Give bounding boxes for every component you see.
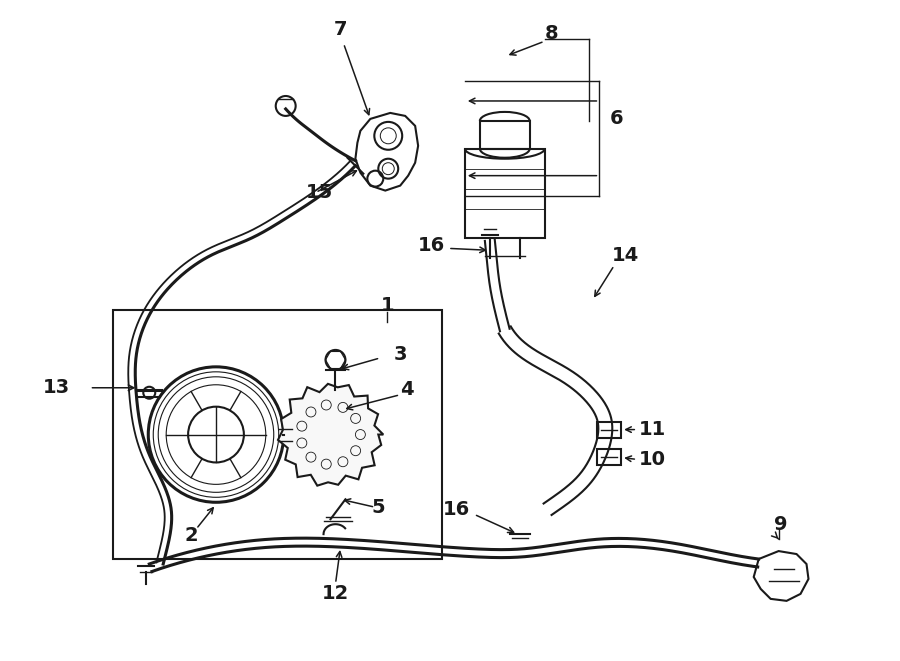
Text: 12: 12 [322, 584, 349, 603]
Polygon shape [278, 384, 383, 486]
Bar [113, 310, 442, 559]
Bar [465, 149, 544, 239]
Text: 15: 15 [306, 183, 333, 202]
Bar [598, 422, 621, 438]
Text: 7: 7 [334, 20, 347, 39]
Text: 10: 10 [639, 450, 666, 469]
Text: 5: 5 [372, 498, 385, 517]
Text: 11: 11 [639, 420, 667, 439]
Bar [480, 121, 530, 149]
Text: 14: 14 [611, 246, 639, 265]
Text: 2: 2 [184, 525, 198, 545]
Text: 9: 9 [774, 515, 788, 533]
Text: 3: 3 [393, 346, 407, 364]
Bar [598, 449, 621, 465]
Text: 13: 13 [42, 378, 69, 397]
Text: 16: 16 [443, 500, 470, 519]
Text: 4: 4 [400, 380, 414, 399]
Text: 6: 6 [609, 109, 623, 128]
Text: 8: 8 [544, 24, 558, 43]
Text: 1: 1 [381, 295, 394, 315]
Text: 16: 16 [418, 236, 445, 255]
